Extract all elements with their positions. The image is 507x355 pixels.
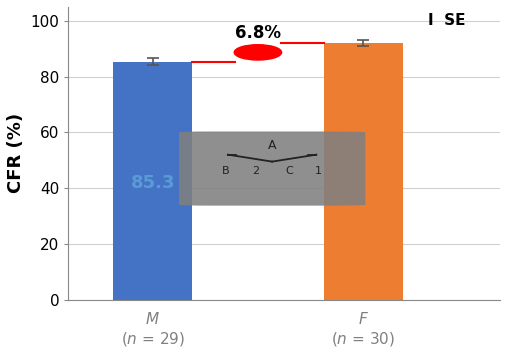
Text: 6.8%: 6.8% bbox=[235, 24, 281, 42]
Y-axis label: CFR (%): CFR (%) bbox=[7, 113, 25, 193]
Text: 1: 1 bbox=[315, 166, 322, 176]
Text: B: B bbox=[222, 166, 230, 176]
Text: 92.1: 92.1 bbox=[341, 174, 385, 191]
Ellipse shape bbox=[234, 45, 281, 60]
Text: A: A bbox=[268, 139, 276, 152]
Bar bbox=[113, 62, 192, 300]
Text: 2: 2 bbox=[251, 166, 259, 176]
Text: 85.3: 85.3 bbox=[130, 174, 175, 191]
FancyBboxPatch shape bbox=[179, 131, 366, 206]
Text: I  SE: I SE bbox=[428, 12, 466, 28]
Text: C: C bbox=[285, 166, 293, 176]
Bar bbox=[323, 43, 403, 300]
